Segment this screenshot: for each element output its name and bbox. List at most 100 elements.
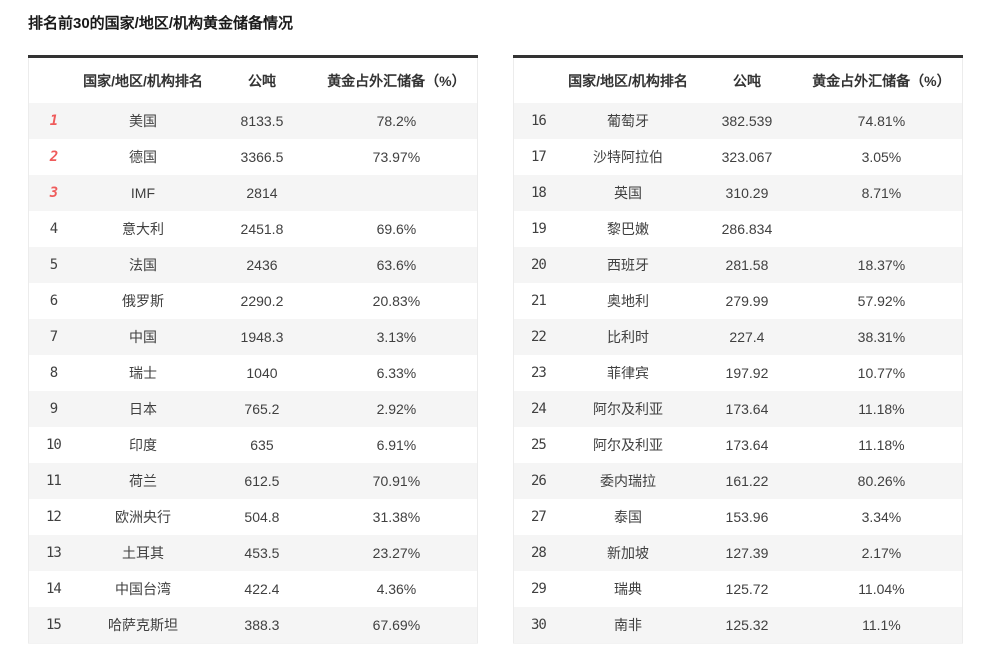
country-cell: 德国 — [128, 149, 157, 165]
rank-cell: 24 — [531, 401, 547, 417]
column-header-percent: 黄金占外汇储备（%） — [315, 56, 478, 103]
percent-cell: 3.13% — [376, 329, 417, 345]
page-title: 排名前30的国家/地区/机构黄金储备情况 — [28, 15, 294, 32]
column-header-rank — [513, 56, 563, 103]
table-row: 3 IMF 2814 — [28, 175, 478, 211]
rank-cell: 3 — [49, 185, 58, 201]
table-row: 2 德国 3366.5 73.97% — [28, 139, 478, 175]
percent-cell: 23.27% — [372, 545, 421, 561]
rank-cell: 16 — [531, 113, 547, 129]
table-row: 1 美国 8133.5 78.2% — [28, 103, 478, 139]
table-body-left: 1 美国 8133.5 78.2% 2 德国 3366.5 73.97% 3 IMF 2814 4 意大… — [28, 103, 478, 644]
rank-cell: 1 — [49, 113, 58, 129]
table-row: 5 法国 2436 63.6% — [28, 247, 478, 283]
percent-cell: 3.34% — [861, 509, 902, 525]
header-row: 国家/地区/机构排名 公吨 黄金占外汇储备（%） — [28, 56, 478, 103]
country-cell: 委内瑞拉 — [599, 473, 656, 489]
rank-cell: 22 — [531, 329, 547, 345]
percent-cell: 11.04% — [858, 581, 905, 597]
tables-container: 国家/地区/机构排名 公吨 黄金占外汇储备（%） 1 美国 8133.5 78.2% 2… — [28, 55, 963, 644]
table-row: 4 意大利 2451.8 69.6% — [28, 211, 478, 247]
rank-cell: 21 — [531, 293, 547, 309]
country-cell: 葡萄牙 — [606, 113, 649, 129]
rank-cell: 6 — [49, 293, 58, 309]
country-cell: 意大利 — [121, 221, 164, 237]
rank-cell: 17 — [531, 149, 547, 165]
percent-cell: 6.91% — [376, 437, 417, 453]
country-cell: 西班牙 — [606, 257, 649, 273]
country-cell: 菲律宾 — [606, 365, 649, 381]
tonnes-cell: 153.96 — [725, 509, 769, 525]
country-cell: 俄罗斯 — [121, 293, 164, 309]
rank-cell: 30 — [531, 617, 547, 633]
country-cell: 荷兰 — [128, 473, 157, 489]
tonnes-cell: 323.067 — [721, 149, 773, 165]
rank-cell: 8 — [49, 365, 58, 381]
table-row: 16 葡萄牙 382.539 74.81% — [513, 103, 963, 139]
tonnes-cell: 382.539 — [721, 113, 773, 129]
percent-cell: 38.31% — [857, 329, 906, 345]
table-row: 23 菲律宾 197.92 10.77% — [513, 355, 963, 391]
column-header-country: 国家/地区/机构排名 — [77, 56, 209, 103]
header-row: 国家/地区/机构排名 公吨 黄金占外汇储备（%） — [513, 56, 963, 103]
tonnes-cell: 612.5 — [244, 473, 280, 489]
percent-cell: 2.17% — [861, 545, 902, 561]
gold-table-ranks-16-30: 国家/地区/机构排名 公吨 黄金占外汇储备（%） 16 葡萄牙 382.539 74.… — [513, 55, 963, 644]
percent-cell: 11.1% — [862, 617, 901, 633]
percent-cell: 73.97% — [372, 149, 421, 165]
rank-cell: 26 — [531, 473, 547, 489]
gold-table-ranks-1-15: 国家/地区/机构排名 公吨 黄金占外汇储备（%） 1 美国 8133.5 78.2% 2… — [28, 55, 478, 644]
table-row: 12 欧洲央行 504.8 31.38% — [28, 499, 478, 535]
percent-cell: 11.18% — [858, 437, 905, 453]
table-row: 9 日本 765.2 2.92% — [28, 391, 478, 427]
column-header-country: 国家/地区/机构排名 — [562, 56, 694, 103]
tonnes-cell: 2814 — [246, 185, 278, 201]
tonnes-cell: 125.72 — [725, 581, 769, 597]
table-row: 19 黎巴嫩 286.834 — [513, 211, 963, 247]
tonnes-cell: 161.22 — [725, 473, 769, 489]
tonnes-cell: 1948.3 — [240, 329, 284, 345]
country-cell: 法国 — [128, 257, 157, 273]
percent-cell: 11.18% — [858, 401, 905, 417]
country-cell: 沙特阿拉伯 — [592, 149, 663, 165]
country-cell: 阿尔及利亚 — [592, 437, 663, 453]
percent-cell: 69.6% — [376, 221, 417, 237]
rank-cell: 9 — [49, 401, 58, 417]
country-cell: 新加坡 — [606, 545, 649, 561]
tonnes-cell: 8133.5 — [240, 113, 284, 129]
column-header-tonnes: 公吨 — [208, 56, 316, 103]
rank-cell: 23 — [531, 365, 547, 381]
tonnes-cell: 173.64 — [725, 401, 769, 417]
rank-cell: 2 — [49, 149, 58, 165]
column-header-tonnes: 公吨 — [693, 56, 801, 103]
percent-cell: 10.77% — [857, 365, 906, 381]
rank-cell: 14 — [46, 581, 62, 597]
tonnes-cell: 2436 — [246, 257, 278, 273]
country-cell: 欧洲央行 — [114, 509, 171, 525]
country-cell: 印度 — [128, 437, 157, 453]
rank-cell: 5 — [49, 257, 58, 273]
table-row: 11 荷兰 612.5 70.91% — [28, 463, 478, 499]
table-row: 8 瑞士 1040 6.33% — [28, 355, 478, 391]
tonnes-cell: 125.32 — [725, 617, 769, 633]
table-row: 30 南非 125.32 11.1% — [513, 607, 963, 644]
rank-cell: 7 — [49, 329, 58, 345]
percent-cell: 80.26% — [857, 473, 906, 489]
country-cell: 南非 — [613, 617, 642, 633]
table-row: 27 泰国 153.96 3.34% — [513, 499, 963, 535]
percent-cell: 74.81% — [857, 113, 906, 129]
percent-cell: 6.33% — [376, 365, 417, 381]
table-row: 17 沙特阿拉伯 323.067 3.05% — [513, 139, 963, 175]
column-header-percent: 黄金占外汇储备（%） — [800, 56, 963, 103]
tonnes-cell: 227.4 — [729, 329, 765, 345]
country-cell: IMF — [130, 185, 156, 201]
rank-cell: 20 — [531, 257, 547, 273]
page: 排名前30的国家/地区/机构黄金储备情况 国家/地区/机构排名 公吨 黄金占外汇… — [0, 14, 989, 644]
percent-cell: 57.92% — [857, 293, 906, 309]
table-row: 20 西班牙 281.58 18.37% — [513, 247, 963, 283]
country-cell: 中国台湾 — [114, 581, 171, 597]
tonnes-cell: 279.99 — [725, 293, 769, 309]
country-cell: 瑞典 — [613, 581, 642, 597]
country-cell: 奥地利 — [606, 293, 649, 309]
table-row: 15 哈萨克斯坦 388.3 67.69% — [28, 607, 478, 644]
